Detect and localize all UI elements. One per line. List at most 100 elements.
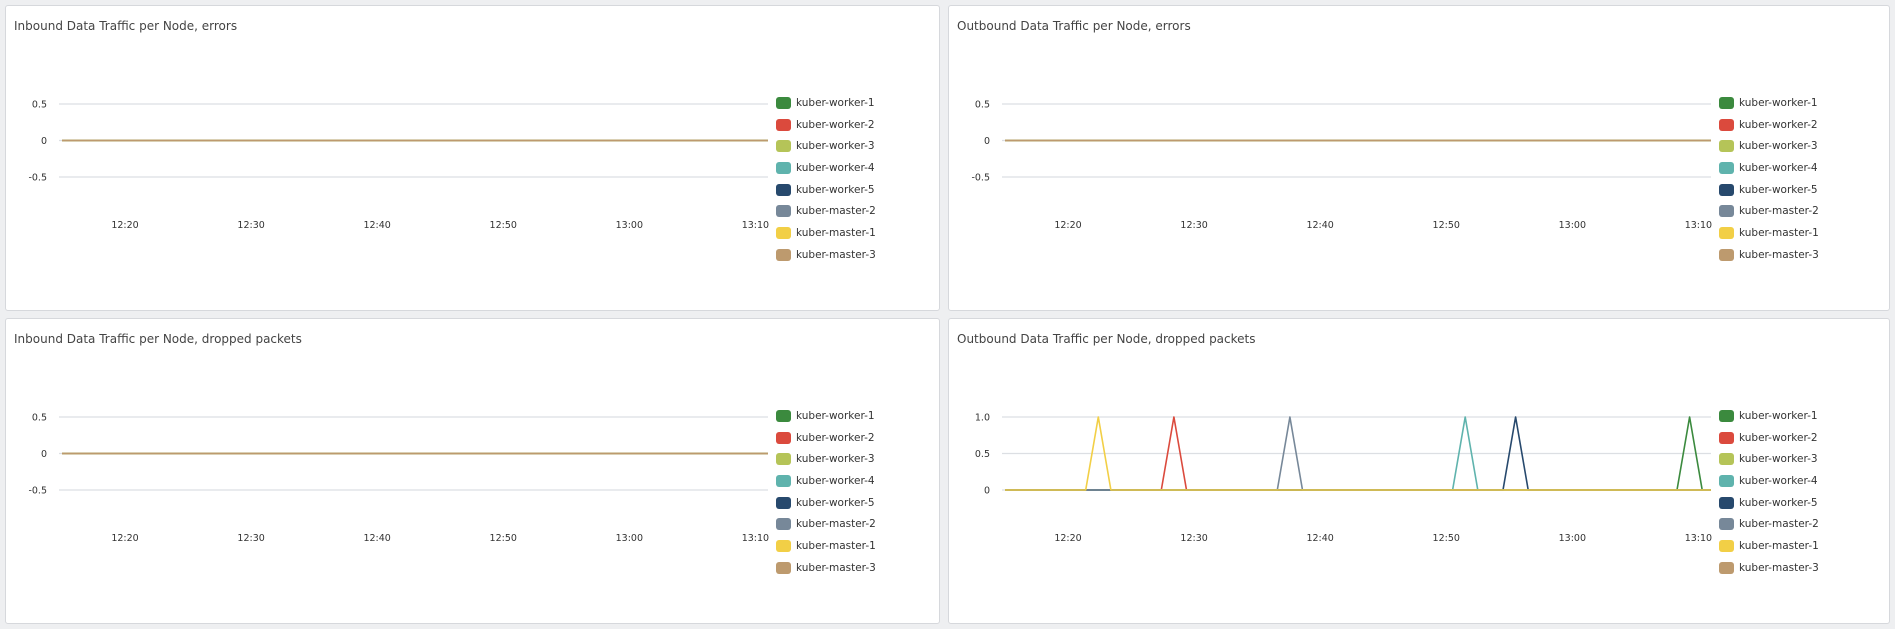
legend-swatch [1719, 496, 1734, 509]
legend-label: kuber-master-2 [1739, 518, 1819, 531]
y-tick-label: 1.0 [975, 413, 990, 424]
legend-swatch [1719, 118, 1734, 131]
legend-label: kuber-worker-5 [1739, 183, 1818, 196]
legend-swatch [776, 453, 791, 466]
legend-item[interactable]: kuber-worker-5 [1719, 179, 1819, 201]
legend-item[interactable]: kuber-worker-4 [1719, 157, 1819, 179]
legend-swatch [1719, 183, 1734, 196]
x-tick-label: 12:30 [1180, 533, 1207, 544]
legend-item[interactable]: kuber-worker-3 [1719, 135, 1819, 157]
legend-item[interactable]: kuber-worker-5 [776, 492, 876, 514]
legend-item[interactable]: kuber-master-3 [776, 557, 876, 579]
y-tick-label: 0.5 [32, 413, 47, 424]
legend-label: kuber-worker-1 [1739, 96, 1818, 109]
legend-item[interactable]: kuber-master-3 [1719, 557, 1819, 579]
legend-label: kuber-master-3 [796, 248, 876, 261]
legend-item[interactable]: kuber-worker-2 [776, 114, 876, 136]
panel-inbound-errors: Inbound Data Traffic per Node, errors 0.… [5, 5, 940, 311]
x-tick-label: 12:50 [490, 220, 517, 231]
legend-item[interactable]: kuber-master-1 [776, 535, 876, 557]
y-tick-label: 0 [41, 449, 47, 460]
legend-swatch [776, 140, 791, 153]
legend-label: kuber-master-1 [796, 539, 876, 552]
legend-item[interactable]: kuber-master-2 [776, 513, 876, 535]
legend-label: kuber-master-2 [1739, 205, 1819, 218]
x-tick-label: 12:20 [111, 533, 138, 544]
chart-inbound-errors: 0.5 0 -0.5 12:20 12:30 12:40 12:50 13:00 13:10 [28, 100, 769, 232]
legend-item[interactable]: kuber-worker-2 [1719, 427, 1819, 449]
legend-swatch [1719, 226, 1734, 239]
legend-item[interactable]: kuber-worker-5 [776, 179, 876, 201]
panel-title: Inbound Data Traffic per Node, dropped p… [14, 332, 302, 346]
legend-swatch [1719, 561, 1734, 574]
legend-label: kuber-master-2 [796, 518, 876, 531]
x-tick-label: 12:20 [1054, 220, 1081, 231]
legend-item[interactable]: kuber-master-2 [1719, 513, 1819, 535]
legend-item[interactable]: kuber-master-3 [1719, 244, 1819, 266]
legend-item[interactable]: kuber-master-1 [1719, 222, 1819, 244]
legend-item[interactable]: kuber-worker-1 [1719, 92, 1819, 114]
legend: kuber-worker-1 kuber-worker-2 kuber-worker… [1719, 405, 1819, 579]
x-tick-label: 12:20 [1054, 533, 1081, 544]
x-tick-label: 12:40 [1306, 220, 1333, 231]
x-tick-label: 13:00 [1559, 533, 1586, 544]
legend-label: kuber-worker-3 [796, 453, 875, 466]
legend-swatch [1719, 518, 1734, 531]
legend-item[interactable]: kuber-worker-3 [776, 448, 876, 470]
y-tick-label: 0 [984, 136, 990, 147]
legend-item[interactable]: kuber-worker-1 [776, 405, 876, 427]
legend-label: kuber-master-1 [1739, 226, 1819, 239]
legend-item[interactable]: kuber-worker-4 [776, 157, 876, 179]
legend-item[interactable]: kuber-worker-5 [1719, 492, 1819, 514]
legend-swatch [1719, 431, 1734, 444]
legend-swatch [776, 496, 791, 509]
legend-item[interactable]: kuber-worker-3 [776, 135, 876, 157]
y-tick-label: 0.5 [32, 100, 47, 111]
legend-label: kuber-master-2 [796, 205, 876, 218]
legend-label: kuber-worker-1 [796, 409, 875, 422]
x-tick-label: 12:30 [237, 533, 264, 544]
y-tick-label: 0.5 [975, 100, 990, 111]
legend-item[interactable]: kuber-worker-4 [1719, 470, 1819, 492]
legend-label: kuber-worker-5 [796, 496, 875, 509]
x-tick-label: 12:40 [363, 220, 390, 231]
legend-item[interactable]: kuber-master-2 [1719, 200, 1819, 222]
x-tick-label: 12:40 [363, 533, 390, 544]
legend-label: kuber-worker-2 [796, 118, 875, 131]
legend-item[interactable]: kuber-worker-3 [1719, 448, 1819, 470]
legend-label: kuber-worker-3 [1739, 140, 1818, 153]
legend-swatch [1719, 474, 1734, 487]
chart-outbound-errors: 0.5 0 -0.5 12:20 12:30 12:40 12:50 13:00 13:10 [971, 100, 1712, 232]
legend-item[interactable]: kuber-worker-2 [776, 427, 876, 449]
legend-item[interactable]: kuber-worker-1 [1719, 405, 1819, 427]
x-tick-label: 13:00 [616, 533, 643, 544]
legend-item[interactable]: kuber-master-3 [776, 244, 876, 266]
legend-label: kuber-worker-3 [1739, 453, 1818, 466]
legend-swatch [776, 539, 791, 552]
legend-item[interactable]: kuber-worker-4 [776, 470, 876, 492]
x-tick-label: 12:50 [1433, 533, 1460, 544]
legend-item[interactable]: kuber-master-2 [776, 200, 876, 222]
legend-label: kuber-worker-4 [1739, 161, 1818, 174]
x-tick-label: 12:20 [111, 220, 138, 231]
legend-item[interactable]: kuber-master-1 [1719, 535, 1819, 557]
x-tick-label: 13:00 [1559, 220, 1586, 231]
legend-label: kuber-worker-1 [1739, 409, 1818, 422]
y-tick-label: 0.5 [975, 449, 990, 460]
x-tick-label: 13:10 [1685, 533, 1712, 544]
legend-swatch [776, 409, 791, 422]
legend-label: kuber-worker-4 [1739, 474, 1818, 487]
legend-label: kuber-worker-3 [796, 140, 875, 153]
legend-swatch [776, 226, 791, 239]
x-tick-label: 13:00 [616, 220, 643, 231]
legend-label: kuber-worker-4 [796, 474, 875, 487]
panel-inbound-dropped: Inbound Data Traffic per Node, dropped p… [5, 318, 940, 624]
legend-item[interactable]: kuber-worker-2 [1719, 114, 1819, 136]
legend-item[interactable]: kuber-master-1 [776, 222, 876, 244]
legend-item[interactable]: kuber-worker-1 [776, 92, 876, 114]
legend: kuber-worker-1 kuber-worker-2 kuber-worker… [776, 92, 876, 266]
y-tick-label: -0.5 [28, 486, 47, 497]
legend-label: kuber-worker-2 [796, 431, 875, 444]
legend-label: kuber-worker-2 [1739, 431, 1818, 444]
